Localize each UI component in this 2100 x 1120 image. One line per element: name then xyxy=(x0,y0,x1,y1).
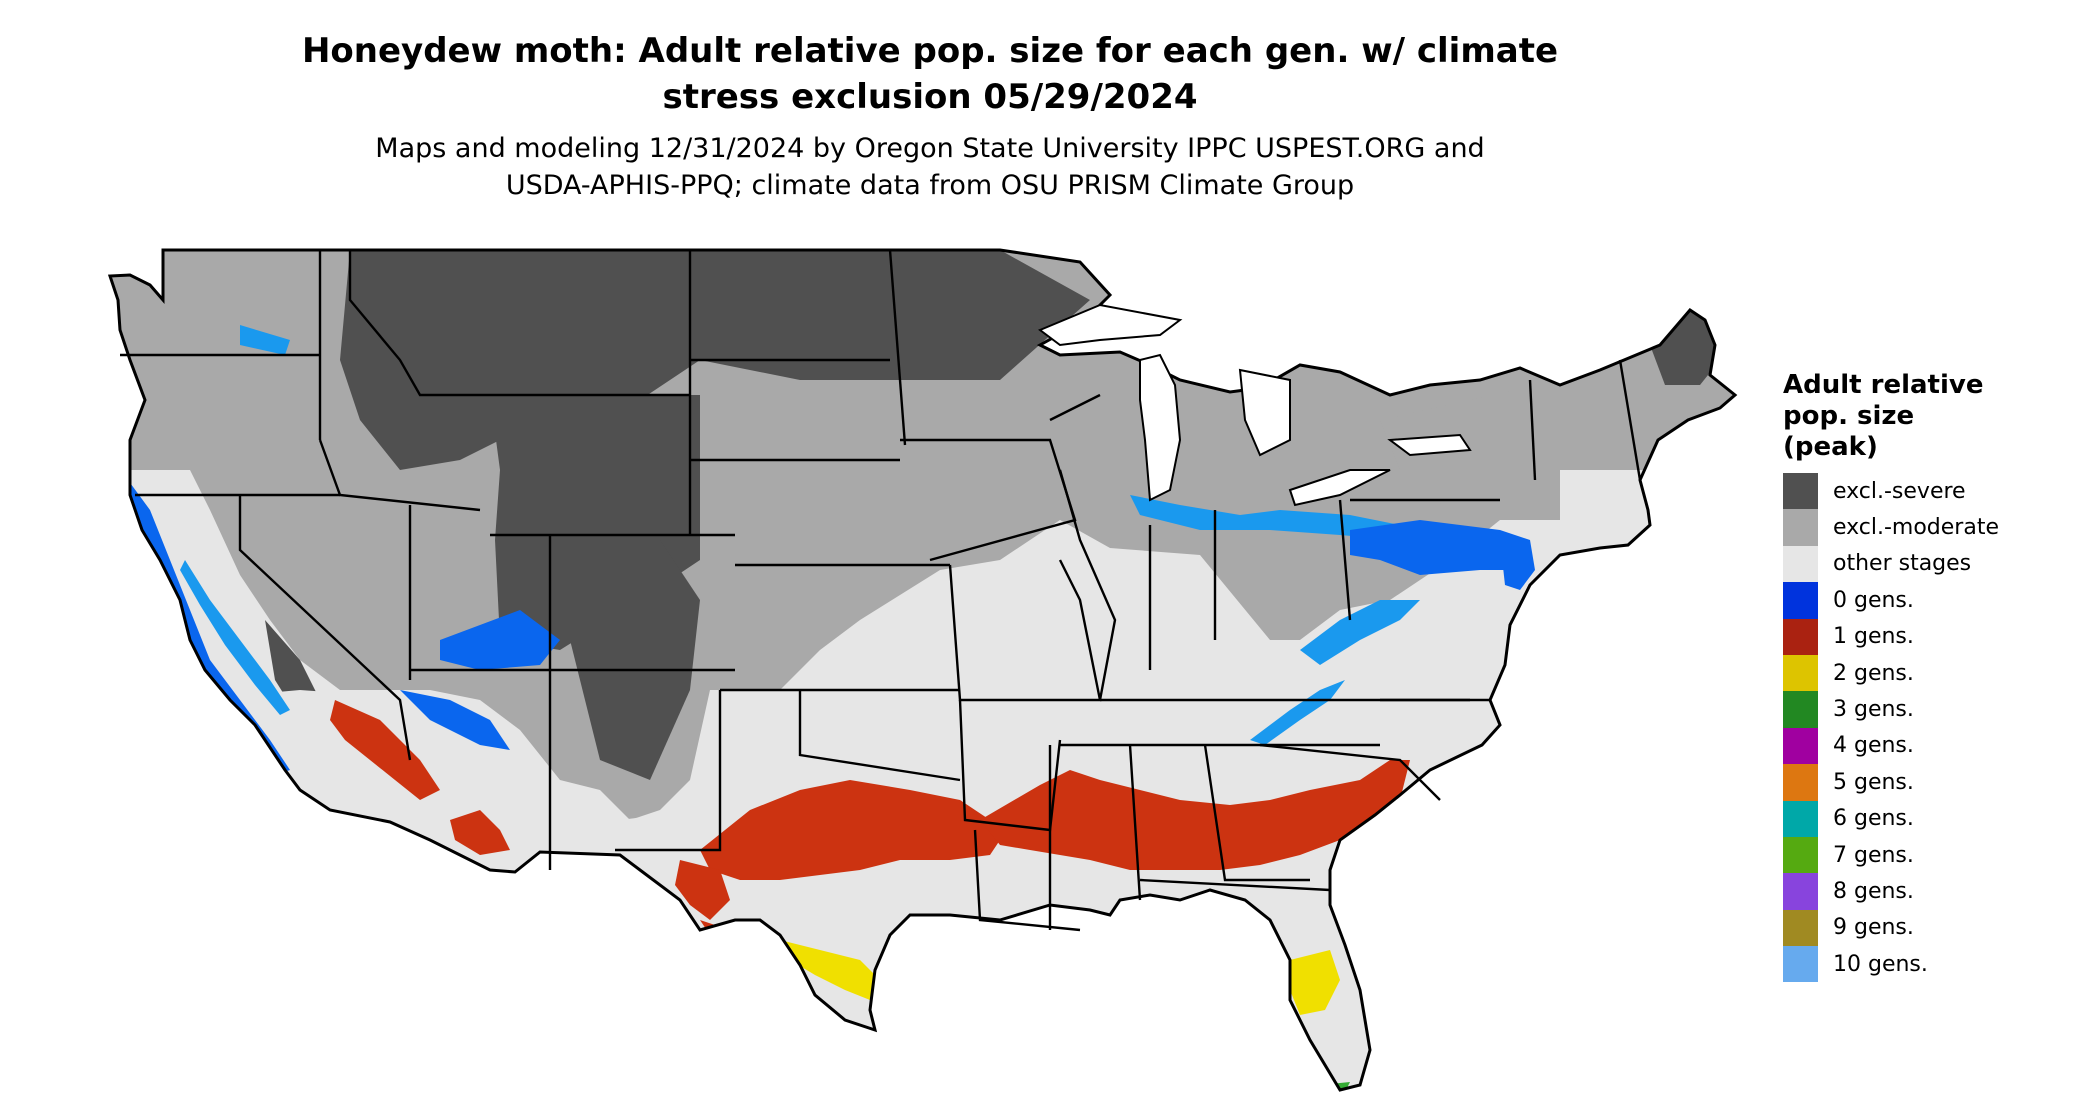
legend: Adult relative pop. size (peak) excl.-se… xyxy=(1783,370,2083,983)
region-red-texas-oklahoma xyxy=(700,780,1000,880)
state-border-mn-wi xyxy=(888,249,907,446)
legend-label: 6 gens. xyxy=(1833,806,1914,832)
map-subtitle: Maps and modeling 12/31/2024 by Oregon S… xyxy=(0,130,1860,204)
legend-swatch xyxy=(1783,909,1818,947)
legend-title: Adult relative pop. size (peak) xyxy=(1783,370,2083,463)
region-blue-blue-ridge xyxy=(1250,680,1345,745)
state-border-id-nv xyxy=(318,439,481,512)
legend-label: 0 gens. xyxy=(1833,587,1914,613)
legend-swatch xyxy=(1783,873,1818,910)
lake-erie xyxy=(1288,469,1391,507)
region-blue-new-jersey xyxy=(1500,540,1535,590)
legend-swatch xyxy=(1783,836,1818,874)
legend-item: 5 gens. xyxy=(1783,764,2083,801)
legend-label: 10 gens. xyxy=(1833,951,1928,977)
state-border-nm-tx xyxy=(615,690,722,852)
legend-swatch xyxy=(1783,473,1818,510)
legend-label: 1 gens. xyxy=(1833,624,1914,650)
great-lakes xyxy=(1038,303,1472,507)
state-border-oh-pa xyxy=(1338,499,1352,621)
legend-label: excl.-severe xyxy=(1833,478,1966,504)
legend-swatch xyxy=(1783,509,1818,546)
legend-swatch xyxy=(1783,800,1818,837)
state-border-il-in xyxy=(1058,469,1152,701)
legend-item: 1 gens. xyxy=(1783,618,2083,655)
map-fill-regions xyxy=(110,250,1735,1090)
legend-item: 6 gens. xyxy=(1783,800,2083,837)
legend-item: excl.-moderate xyxy=(1783,509,2083,546)
state-border-mi-wi xyxy=(1049,393,1101,422)
state-border-id-mt xyxy=(348,250,490,397)
legend-label: 5 gens. xyxy=(1833,769,1914,795)
legend-item: 10 gens. xyxy=(1783,946,2083,983)
region-blue-washington xyxy=(240,325,290,355)
subtitle-line-1: Maps and modeling 12/31/2024 by Oregon S… xyxy=(375,133,1485,164)
state-border-fl xyxy=(1139,878,1331,892)
legend-swatch xyxy=(1783,691,1818,728)
map-title: Honeydew moth: Adult relative pop. size … xyxy=(0,28,1860,120)
legend-label: excl.-moderate xyxy=(1833,515,1999,541)
legend-label: 9 gens. xyxy=(1833,915,1914,941)
legend-swatch xyxy=(1783,545,1818,583)
state-border-la xyxy=(973,829,1081,932)
legend-label: 3 gens. xyxy=(1833,697,1914,723)
state-border-ar xyxy=(958,699,1062,832)
legend-item: other stages xyxy=(1783,545,2083,583)
state-border-ok-tx xyxy=(798,690,961,782)
state-border-ca-nv xyxy=(238,495,412,761)
legend-item: excl.-severe xyxy=(1783,473,2083,510)
legend-swatch xyxy=(1783,618,1818,655)
legend-swatch xyxy=(1783,654,1818,692)
lake-ontario xyxy=(1387,433,1472,457)
region-blue-arizona xyxy=(400,690,510,750)
legend-item: 3 gens. xyxy=(1783,691,2083,728)
state-border-nh-me xyxy=(1618,359,1642,481)
legend-item: 4 gens. xyxy=(1783,727,2083,765)
legend-title-line-2: pop. size xyxy=(1783,401,1915,431)
legend-label: 7 gens. xyxy=(1833,842,1914,868)
legend-label: other stages xyxy=(1833,551,1972,577)
region-blue-great-basin xyxy=(440,610,560,670)
subtitle-line-2: USDA-APHIS-PPQ; climate data from OSU PR… xyxy=(505,170,1355,201)
legend-swatch xyxy=(1783,727,1818,765)
legend-swatch xyxy=(1783,946,1818,983)
region-red-arizona-south xyxy=(450,810,510,855)
region-blue-pennsylvania xyxy=(1350,520,1530,575)
region-excl-severe-colorado xyxy=(560,540,700,780)
us-map xyxy=(108,248,1737,1092)
region-blue-ohio-pa xyxy=(1130,495,1400,540)
region-red-southeast xyxy=(980,760,1410,870)
legend-item: 0 gens. xyxy=(1783,582,2083,619)
region-blue-west-coast xyxy=(128,480,290,775)
legend-title-line-1: Adult relative xyxy=(1783,370,1984,400)
state-border-ga xyxy=(1203,744,1310,882)
title-line-2: stress exclusion 05/29/2024 xyxy=(662,77,1198,117)
lake-huron xyxy=(1238,368,1291,457)
region-blue-sierra xyxy=(180,560,290,715)
region-red-rio-grande xyxy=(700,920,770,950)
legend-item: 7 gens. xyxy=(1783,836,2083,874)
state-boundaries xyxy=(120,249,1642,932)
lake-superior xyxy=(1038,303,1183,347)
legend-label: 2 gens. xyxy=(1833,660,1914,686)
legend-swatch xyxy=(1783,764,1818,801)
legend-title-line-3: (peak) xyxy=(1783,432,1878,462)
legend-items: excl.-severe excl.-moderate other stages 0 … xyxy=(1783,473,2083,983)
legend-swatch xyxy=(1783,582,1818,619)
region-blue-appalachia xyxy=(1300,600,1420,665)
legend-label: 4 gens. xyxy=(1833,733,1914,759)
legend-item: 9 gens. xyxy=(1783,909,2083,947)
region-red-arizona xyxy=(330,700,440,800)
legend-item: 8 gens. xyxy=(1783,873,2083,910)
legend-item: 2 gens. xyxy=(1783,654,2083,692)
region-yellow-south-texas xyxy=(780,940,880,1000)
state-border-ms-al xyxy=(1048,744,1142,930)
title-line-1: Honeydew moth: Adult relative pop. size … xyxy=(301,31,1559,71)
region-red-texas-west xyxy=(675,860,730,920)
legend-label: 8 gens. xyxy=(1833,878,1914,904)
state-border-carolinas xyxy=(1259,743,1441,801)
region-yellow-florida xyxy=(1290,950,1340,1015)
state-border-ny-vt xyxy=(1528,379,1537,481)
lake-michigan xyxy=(1139,353,1182,502)
